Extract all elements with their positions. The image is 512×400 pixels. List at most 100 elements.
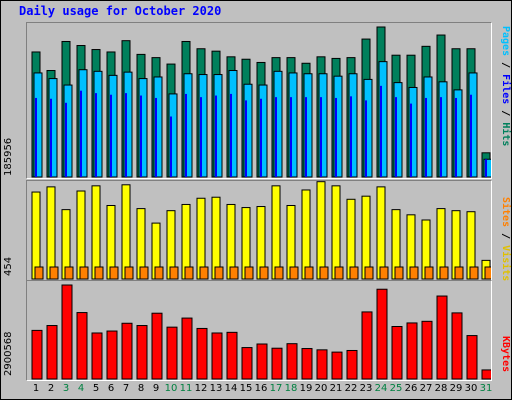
files-bar-day-3: [65, 102, 67, 177]
middle-ymax-label: 454: [3, 256, 14, 276]
x-tick-day-23: 23: [359, 383, 373, 394]
sites-bar-day-21: [334, 266, 344, 280]
x-tick-day-4: 4: [77, 383, 85, 394]
pages-bar-day-22: [348, 73, 358, 178]
visits-sites-panel: [26, 180, 492, 281]
sites-bar-day-20: [319, 266, 329, 280]
legend-sites: Sites: [500, 197, 511, 228]
kbytes-bar-day-13: [211, 332, 223, 380]
sites-bar-day-12: [199, 266, 209, 280]
files-bar-day-7: [125, 93, 127, 177]
top-right-legend: Pages / Files / Hits: [493, 26, 511, 176]
legend-visits: Visits: [500, 245, 511, 282]
files-bar-day-22: [350, 96, 352, 177]
sites-bar-day-30: [469, 266, 479, 280]
x-tick-day-2: 2: [47, 383, 55, 394]
files-bar-day-12: [200, 97, 202, 177]
x-tick-day-8: 8: [137, 383, 145, 394]
hits-files-pages-panel: [26, 22, 492, 179]
x-tick-day-3: 3: [62, 383, 70, 394]
kbytes-bar-day-22: [346, 349, 358, 380]
x-tick-day-19: 19: [299, 383, 313, 394]
kbytes-bar-day-17: [271, 347, 283, 380]
pages-bar-day-11: [183, 73, 193, 178]
files-bar-day-26: [410, 103, 412, 177]
kbytes-bar-day-27: [421, 320, 433, 380]
kbytes-bar-day-19: [301, 348, 313, 380]
kbytes-bar-day-5: [91, 332, 103, 380]
legend-sep-3: /: [500, 227, 511, 246]
kbytes-bar-day-28: [436, 295, 448, 380]
pages-bar-day-24: [378, 61, 388, 178]
visits-bar-day-24: [376, 186, 386, 280]
x-tick-day-10: 10: [164, 383, 178, 394]
visits-sites-plot: [31, 181, 491, 280]
kbytes-bar-day-29: [451, 312, 463, 380]
x-tick-day-22: 22: [344, 383, 358, 394]
sites-bar-day-9: [154, 266, 164, 280]
sites-bar-day-26: [409, 266, 419, 280]
pages-bar-day-6: [108, 74, 118, 178]
pages-bar-day-27: [423, 76, 433, 178]
x-tick-day-1: 1: [32, 383, 40, 394]
files-bar-day-31: [485, 159, 487, 177]
x-tick-day-27: 27: [419, 383, 433, 394]
sites-bar-day-3: [64, 266, 74, 280]
x-tick-day-21: 21: [329, 383, 343, 394]
sites-bar-day-19: [304, 266, 314, 280]
sites-bar-day-18: [289, 266, 299, 280]
sites-bar-day-25: [394, 266, 404, 280]
pages-bar-day-7: [123, 71, 133, 178]
pages-bar-day-20: [318, 73, 328, 178]
kbytes-panel: [26, 280, 492, 381]
files-bar-day-15: [245, 100, 247, 177]
pages-bar-day-8: [138, 78, 148, 178]
hits-files-pages-plot: [31, 26, 491, 178]
files-bar-day-5: [95, 93, 97, 177]
pages-bar-day-15: [243, 83, 253, 178]
files-bar-day-20: [320, 97, 322, 177]
pages-bar-day-30: [468, 72, 478, 178]
pages-bar-day-29: [453, 89, 463, 178]
pages-bar-day-13: [213, 74, 223, 178]
kbytes-bar-day-23: [361, 311, 373, 380]
files-bar-day-19: [305, 97, 307, 177]
x-tick-day-18: 18: [284, 383, 298, 394]
pages-bar-day-2: [48, 78, 58, 178]
files-bar-day-21: [335, 97, 337, 177]
x-tick-day-17: 17: [269, 383, 283, 394]
x-tick-day-13: 13: [209, 383, 223, 394]
sites-bar-day-22: [349, 266, 359, 280]
legend-kbytes: KBytes: [500, 336, 511, 373]
x-tick-day-20: 20: [314, 383, 328, 394]
sites-bar-day-31: [484, 266, 491, 280]
kbytes-bar-day-12: [196, 327, 208, 380]
pages-bar-day-26: [408, 86, 418, 178]
files-bar-day-9: [155, 97, 157, 177]
kbytes-plot: [31, 284, 491, 380]
kbytes-bar-day-1: [31, 329, 43, 380]
kbytes-bar-day-14: [226, 331, 238, 380]
kbytes-bar-day-4: [76, 312, 88, 380]
sites-bar-day-5: [94, 266, 104, 280]
kbytes-bar-day-10: [166, 326, 178, 380]
x-tick-day-28: 28: [434, 383, 448, 394]
bottom-right-legend: KBytes: [493, 336, 511, 376]
pages-bar-day-31: [483, 158, 491, 178]
sites-bar-day-15: [244, 266, 254, 280]
pages-bar-day-25: [393, 82, 403, 178]
files-bar-day-2: [50, 98, 52, 177]
files-bar-day-29: [455, 97, 457, 177]
visits-bar-day-4: [76, 190, 86, 280]
pages-bar-day-18: [288, 72, 298, 178]
x-tick-day-6: 6: [107, 383, 115, 394]
pages-bar-day-9: [153, 76, 163, 178]
sites-bar-day-2: [49, 266, 59, 280]
kbytes-bar-day-9: [151, 312, 163, 380]
files-bar-day-16: [260, 98, 262, 177]
files-bar-day-14: [230, 93, 232, 177]
visits-bar-day-5: [91, 185, 101, 280]
visits-bar-day-20: [316, 181, 326, 280]
pages-bar-day-12: [198, 74, 208, 178]
visits-bar-day-19: [301, 189, 311, 280]
